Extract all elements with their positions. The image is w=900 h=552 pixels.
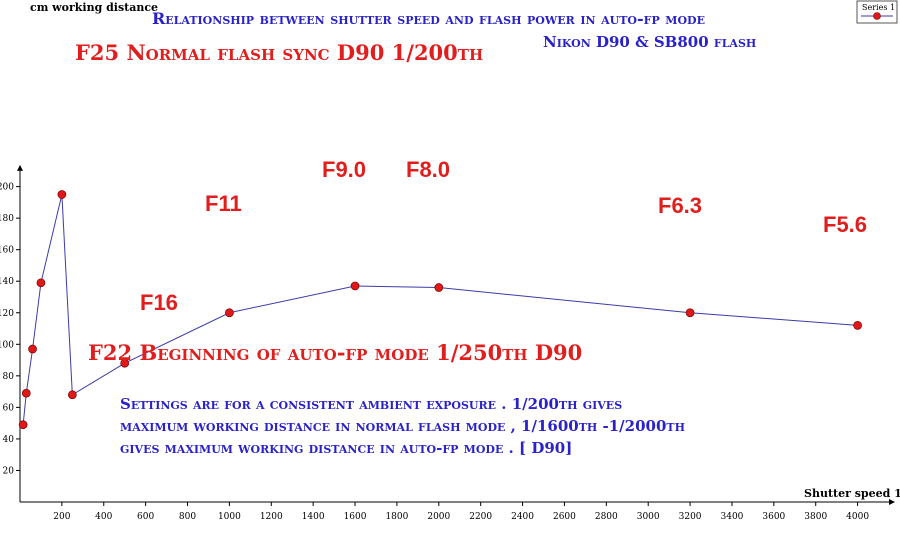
y-tick-label: 100 xyxy=(0,340,14,350)
annotation-label: F8.0 xyxy=(406,157,450,182)
data-point xyxy=(853,321,862,330)
x-tick-label: 2800 xyxy=(595,512,618,522)
x-tick-label: 800 xyxy=(179,512,196,522)
x-tick-label: 4000 xyxy=(846,512,869,522)
y-tick-label: 80 xyxy=(3,372,15,382)
y-tick-label: 40 xyxy=(3,435,15,445)
data-point xyxy=(350,281,360,291)
data-point xyxy=(21,388,31,398)
data-point xyxy=(28,344,37,354)
annotation-label: F16 xyxy=(140,290,178,315)
x-tick-label: 3800 xyxy=(804,512,827,522)
y-tick-label: 140 xyxy=(0,277,14,287)
note-line-2: maximum working distance in normal flash… xyxy=(120,417,685,435)
annotation-label: F11 xyxy=(205,191,242,216)
y-tick-label: 60 xyxy=(3,403,15,413)
data-point xyxy=(685,308,695,318)
y-tick-label: 160 xyxy=(0,246,14,256)
annotation-label: F6.3 xyxy=(658,193,702,218)
data-point xyxy=(36,278,46,288)
x-tick-label: 3000 xyxy=(637,512,660,522)
note-line-3: gives maximum working distance in auto-f… xyxy=(120,439,572,457)
x-tick-label: 3600 xyxy=(762,512,785,522)
x-tick-label: 1800 xyxy=(385,512,408,522)
x-axis-arrow xyxy=(889,499,896,505)
annotation-layer: F25 Normal flash sync D90 1/200th F22 Beg… xyxy=(75,40,867,365)
x-tick-label: 600 xyxy=(137,512,154,522)
note-line-1: Settings are for a consistent ambient ex… xyxy=(120,395,622,413)
y-axis-label: cm working distance xyxy=(30,1,158,14)
annotation-label: F22 Beginning of auto-fp mode 1/250th D9… xyxy=(88,340,582,365)
series-line xyxy=(22,194,858,425)
data-point xyxy=(434,283,444,292)
x-tick-label: 2600 xyxy=(553,512,576,522)
x-tick-label: 200 xyxy=(53,512,70,522)
series-layer xyxy=(18,190,862,430)
y-axis-arrow xyxy=(17,164,23,171)
y-tick-label: 200 xyxy=(0,183,14,193)
data-point xyxy=(120,358,130,368)
data-point xyxy=(57,190,67,199)
legend-marker xyxy=(873,12,881,20)
x-tick-label: 2400 xyxy=(511,512,534,522)
x-tick-label: 1000 xyxy=(218,512,241,522)
data-point xyxy=(225,308,234,318)
x-tick-label: 2000 xyxy=(427,512,450,522)
y-tick-label: 120 xyxy=(0,309,14,319)
x-tick-label: 1400 xyxy=(302,512,325,522)
chart-title: Relationship between shutter speed and f… xyxy=(152,9,705,28)
data-point xyxy=(67,390,77,400)
y-tick-label: 180 xyxy=(0,214,14,224)
x-tick-label: 3400 xyxy=(721,512,744,522)
annotation-label: F5.6 xyxy=(823,212,867,237)
annotation-label: F9.0 xyxy=(322,157,366,182)
data-point xyxy=(18,420,28,430)
legend-box xyxy=(856,0,898,24)
annotation-label: F25 Normal flash sync D90 1/200th xyxy=(75,40,483,65)
axes: 200 400 600 800 1000 1200 1400 1600 1800 2000 2200… xyxy=(0,164,896,522)
x-axis-label: Shutter speed 1/x xyxy=(804,487,900,500)
x-tick-label: 2200 xyxy=(469,512,492,522)
x-tick-label: 1600 xyxy=(344,512,367,522)
legend-entry-label: Series 1 xyxy=(862,3,895,12)
legend: Series 1 xyxy=(856,0,898,24)
x-tick-label: 3200 xyxy=(679,512,702,522)
x-tick-label: 1200 xyxy=(260,512,283,522)
x-tick-label: 400 xyxy=(95,512,112,522)
chart-subtitle: Nikon D90 & SB800 flash xyxy=(543,33,756,51)
y-tick-label: 20 xyxy=(3,466,15,476)
